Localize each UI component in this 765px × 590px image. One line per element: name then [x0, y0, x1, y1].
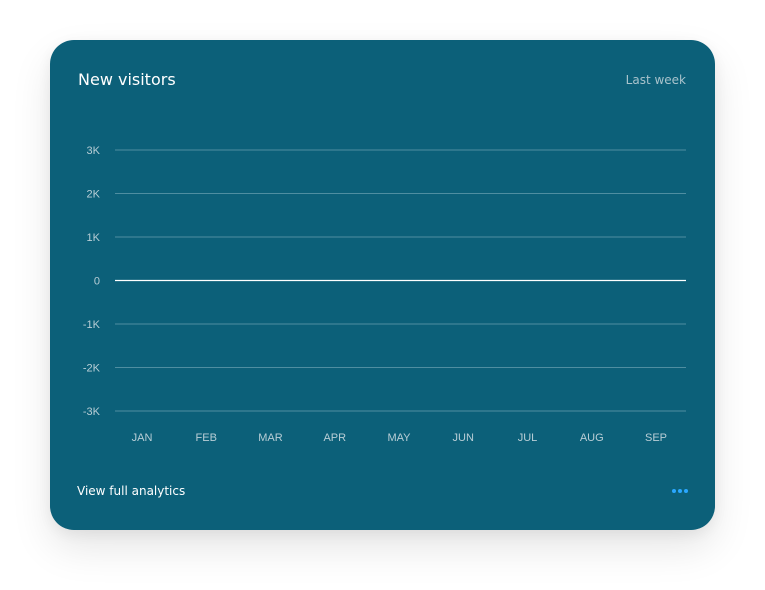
y-tick-label: -1K	[83, 319, 101, 331]
x-tick-label: JAN	[132, 432, 153, 444]
x-tick-label: MAY	[387, 432, 411, 444]
more-dots-icon[interactable]	[672, 486, 688, 496]
period-label[interactable]: Last week	[625, 73, 686, 87]
x-tick-label: JUL	[518, 432, 538, 444]
y-tick-label: 3K	[87, 145, 101, 157]
x-tick-label: JUN	[453, 432, 474, 444]
x-tick-label: SEP	[645, 432, 667, 444]
y-tick-label: 1K	[87, 232, 101, 244]
x-tick-label: APR	[323, 432, 346, 444]
x-tick-label: AUG	[580, 432, 604, 444]
new-visitors-card: New visitors Last week 3K 2K 1K 0 -1K -2K -3K …	[50, 40, 715, 530]
card-title: New visitors	[78, 70, 176, 89]
y-tick-label: -2K	[83, 363, 101, 375]
x-tick-label: FEB	[196, 432, 217, 444]
y-tick-label: 0	[94, 276, 100, 288]
x-tick-label: MAR	[258, 432, 283, 444]
y-tick-label: 2K	[87, 189, 101, 201]
view-full-analytics-link[interactable]: View full analytics	[77, 484, 186, 498]
y-tick-label: -3K	[83, 406, 101, 418]
visitors-chart: 3K 2K 1K 0 -1K -2K -3K JAN FEB MAR APR MAY JUN JUL AU…	[83, 145, 686, 444]
